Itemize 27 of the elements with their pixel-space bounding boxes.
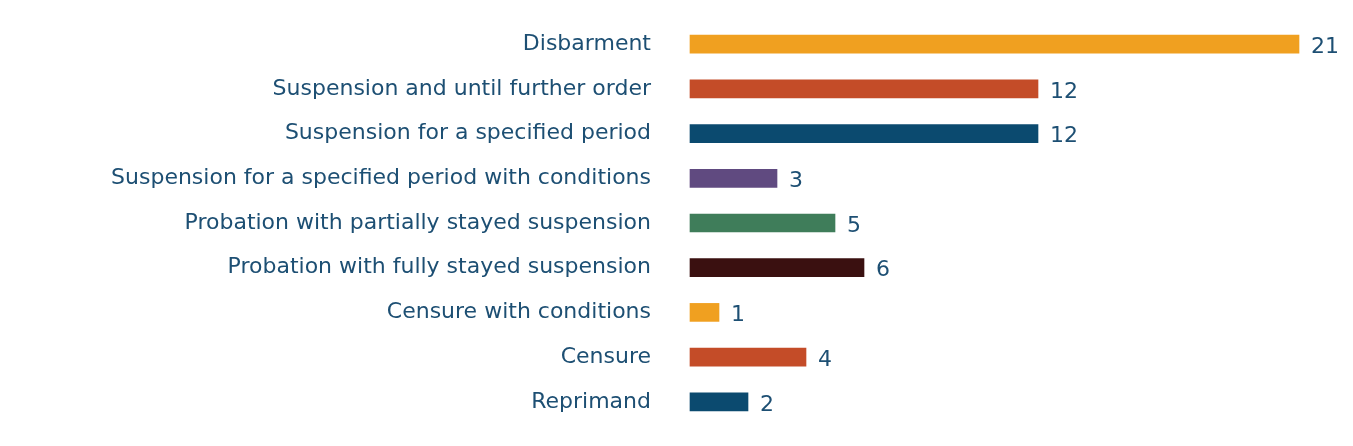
y-tick-label: Censure with conditions [386,298,651,324]
bar [689,392,749,412]
data-label: 12 [1050,77,1078,103]
bar [689,347,807,367]
bar [689,303,720,322]
y-tick-label: Reprimand [531,387,651,413]
data-label: 2 [760,390,774,416]
data-label: 12 [1050,122,1078,148]
data-label: 3 [789,167,803,193]
y-tick-label: Suspension and until further order [272,74,652,100]
bar [689,168,778,188]
bar [689,79,1039,99]
y-tick-label: Censure [560,342,651,368]
data-label: 21 [1311,32,1339,58]
data-label: 1 [731,301,745,327]
bar [689,258,865,278]
bar [689,213,836,233]
data-label: 6 [876,256,890,282]
bar [689,34,1300,54]
y-tick-label: Disbarment [522,29,652,55]
data-label: 5 [847,211,861,237]
data-label: 4 [818,345,832,371]
y-tick-label: Suspension for a specified period with conditions [111,164,651,190]
y-tick-label: Suspension for a specified period [284,119,651,145]
y-tick-label: Probation with fully stayed suspension [227,253,651,279]
y-tick-label: Probation with partially stayed suspension [184,208,651,234]
bar [689,124,1039,143]
